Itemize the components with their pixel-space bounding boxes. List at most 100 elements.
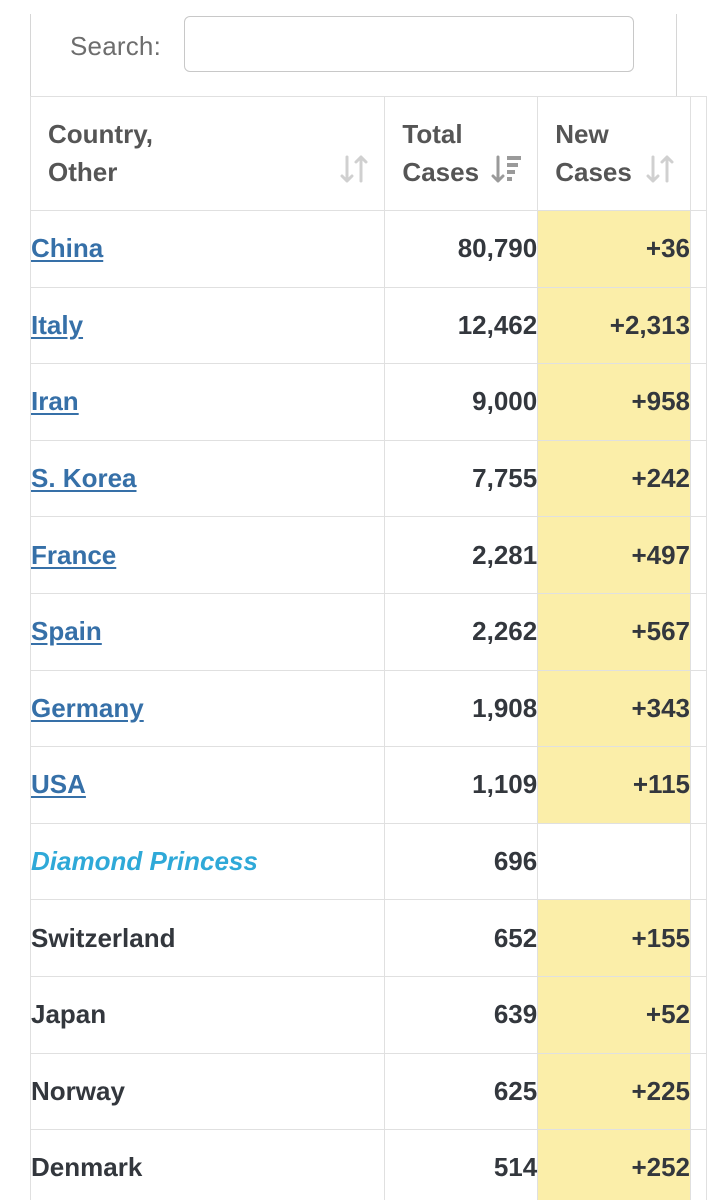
header-total-line2: Cases xyxy=(402,157,480,187)
total-cases-cell: 1,908 xyxy=(384,669,539,748)
header-country-line2: Other xyxy=(48,157,118,187)
table-row: France 2,281 +497 xyxy=(29,516,707,594)
header-country[interactable]: Country, Other xyxy=(29,96,386,211)
country-link[interactable]: Germany xyxy=(31,692,144,723)
overflow-cell xyxy=(690,516,707,594)
overflow-cell xyxy=(690,210,707,288)
total-cases-cell: 652 xyxy=(384,899,539,977)
table-row: Diamond Princess 696 xyxy=(29,822,707,901)
search-input[interactable] xyxy=(184,16,634,72)
table-row: Switzerland 652 +155 xyxy=(29,899,707,977)
new-cases-cell: +242 xyxy=(537,439,692,518)
overflow-cell xyxy=(690,822,707,901)
overflow-cell xyxy=(690,439,707,518)
total-cases-cell: 80,790 xyxy=(384,210,539,288)
country-name: Diamond Princess xyxy=(31,846,258,877)
search-bar: Search: xyxy=(30,14,677,96)
country-cell: Denmark xyxy=(29,1129,386,1200)
new-cases-cell: +343 xyxy=(537,669,692,748)
overflow-cell xyxy=(690,746,707,824)
table-row: USA 1,109 +115 xyxy=(29,746,707,824)
table-left-edge xyxy=(30,14,31,96)
table-body: China 80,790 +36 Italy 12,462 +2,313 Iran 9,000… xyxy=(29,210,707,1200)
new-cases-cell: +155 xyxy=(537,899,692,977)
header-new-cases[interactable]: New Cases xyxy=(537,96,692,211)
country-cell: Germany xyxy=(29,669,386,748)
table-row: S. Korea 7,755 +242 xyxy=(29,439,707,518)
table-row: Denmark 514 +252 xyxy=(29,1129,707,1200)
country-cell: Spain xyxy=(29,592,386,671)
country-link[interactable]: France xyxy=(31,539,117,570)
country-cell: Japan xyxy=(29,975,386,1054)
new-cases-cell xyxy=(537,822,692,901)
new-cases-cell: +497 xyxy=(537,516,692,594)
table-row: Iran 9,000 +958 xyxy=(29,363,707,441)
overflow-cell xyxy=(690,286,707,365)
overflow-cell xyxy=(690,592,707,671)
overflow-cell xyxy=(690,975,707,1054)
country-name: Denmark xyxy=(31,1152,143,1183)
new-cases-cell: +567 xyxy=(537,592,692,671)
country-link[interactable]: USA xyxy=(31,769,86,800)
country-cell: China xyxy=(29,210,386,288)
header-country-line1: Country, xyxy=(48,119,153,149)
total-cases-cell: 2,262 xyxy=(384,592,539,671)
country-link[interactable]: Spain xyxy=(31,616,102,647)
header-new-line1: New xyxy=(555,119,609,149)
header-total-cases[interactable]: Total Cases xyxy=(384,96,539,211)
country-name: Norway xyxy=(31,1075,125,1106)
table-row: Spain 2,262 +567 xyxy=(29,592,707,671)
overflow-cell xyxy=(690,1052,707,1131)
header-total-line1: Total xyxy=(402,119,463,149)
country-cell: Iran xyxy=(29,363,386,441)
total-cases-cell: 696 xyxy=(384,822,539,901)
country-cell: Diamond Princess xyxy=(29,822,386,901)
country-name: Switzerland xyxy=(31,922,176,953)
new-cases-cell: +2,313 xyxy=(537,286,692,365)
header-new-line2: Cases xyxy=(555,157,632,187)
total-cases-cell: 9,000 xyxy=(384,363,539,441)
overflow-cell xyxy=(690,899,707,977)
search-label: Search: xyxy=(70,31,162,61)
total-cases-cell: 12,462 xyxy=(384,286,539,365)
new-cases-cell: +36 xyxy=(537,210,692,288)
total-cases-cell: 514 xyxy=(384,1129,539,1200)
sort-icon[interactable] xyxy=(340,153,370,190)
overflow-cell xyxy=(690,1129,707,1200)
header-overflow-column xyxy=(690,96,707,211)
country-link[interactable]: S. Korea xyxy=(31,463,137,494)
country-cell: USA xyxy=(29,746,386,824)
country-link[interactable]: China xyxy=(31,233,104,264)
table-header-row: Country, Other Total Cases xyxy=(29,96,707,211)
total-cases-cell: 639 xyxy=(384,975,539,1054)
table-right-edge xyxy=(676,14,677,96)
total-cases-cell: 7,755 xyxy=(384,439,539,518)
country-link[interactable]: Italy xyxy=(31,309,84,340)
country-cell: Norway xyxy=(29,1052,386,1131)
country-cell: Italy xyxy=(29,286,386,365)
table-row: China 80,790 +36 xyxy=(29,210,707,288)
country-name: Japan xyxy=(31,999,107,1030)
sort-icon[interactable] xyxy=(646,153,676,190)
table-row: Norway 625 +225 xyxy=(29,1052,707,1131)
total-cases-cell: 2,281 xyxy=(384,516,539,594)
table-row: Japan 639 +52 xyxy=(29,975,707,1054)
total-cases-cell: 1,109 xyxy=(384,746,539,824)
new-cases-cell: +252 xyxy=(537,1129,692,1200)
new-cases-cell: +52 xyxy=(537,975,692,1054)
table-row: Italy 12,462 +2,313 xyxy=(29,286,707,365)
new-cases-cell: +958 xyxy=(537,363,692,441)
overflow-cell xyxy=(690,669,707,748)
country-cell: France xyxy=(29,516,386,594)
table-row: Germany 1,908 +343 xyxy=(29,669,707,748)
new-cases-cell: +115 xyxy=(537,746,692,824)
overflow-cell xyxy=(690,363,707,441)
cases-table: Country, Other Total Cases xyxy=(29,96,707,1200)
total-cases-cell: 625 xyxy=(384,1052,539,1131)
country-cell: S. Korea xyxy=(29,439,386,518)
sort-desc-icon[interactable] xyxy=(491,153,523,190)
new-cases-cell: +225 xyxy=(537,1052,692,1131)
country-link[interactable]: Iran xyxy=(31,386,79,417)
country-cell: Switzerland xyxy=(29,899,386,977)
